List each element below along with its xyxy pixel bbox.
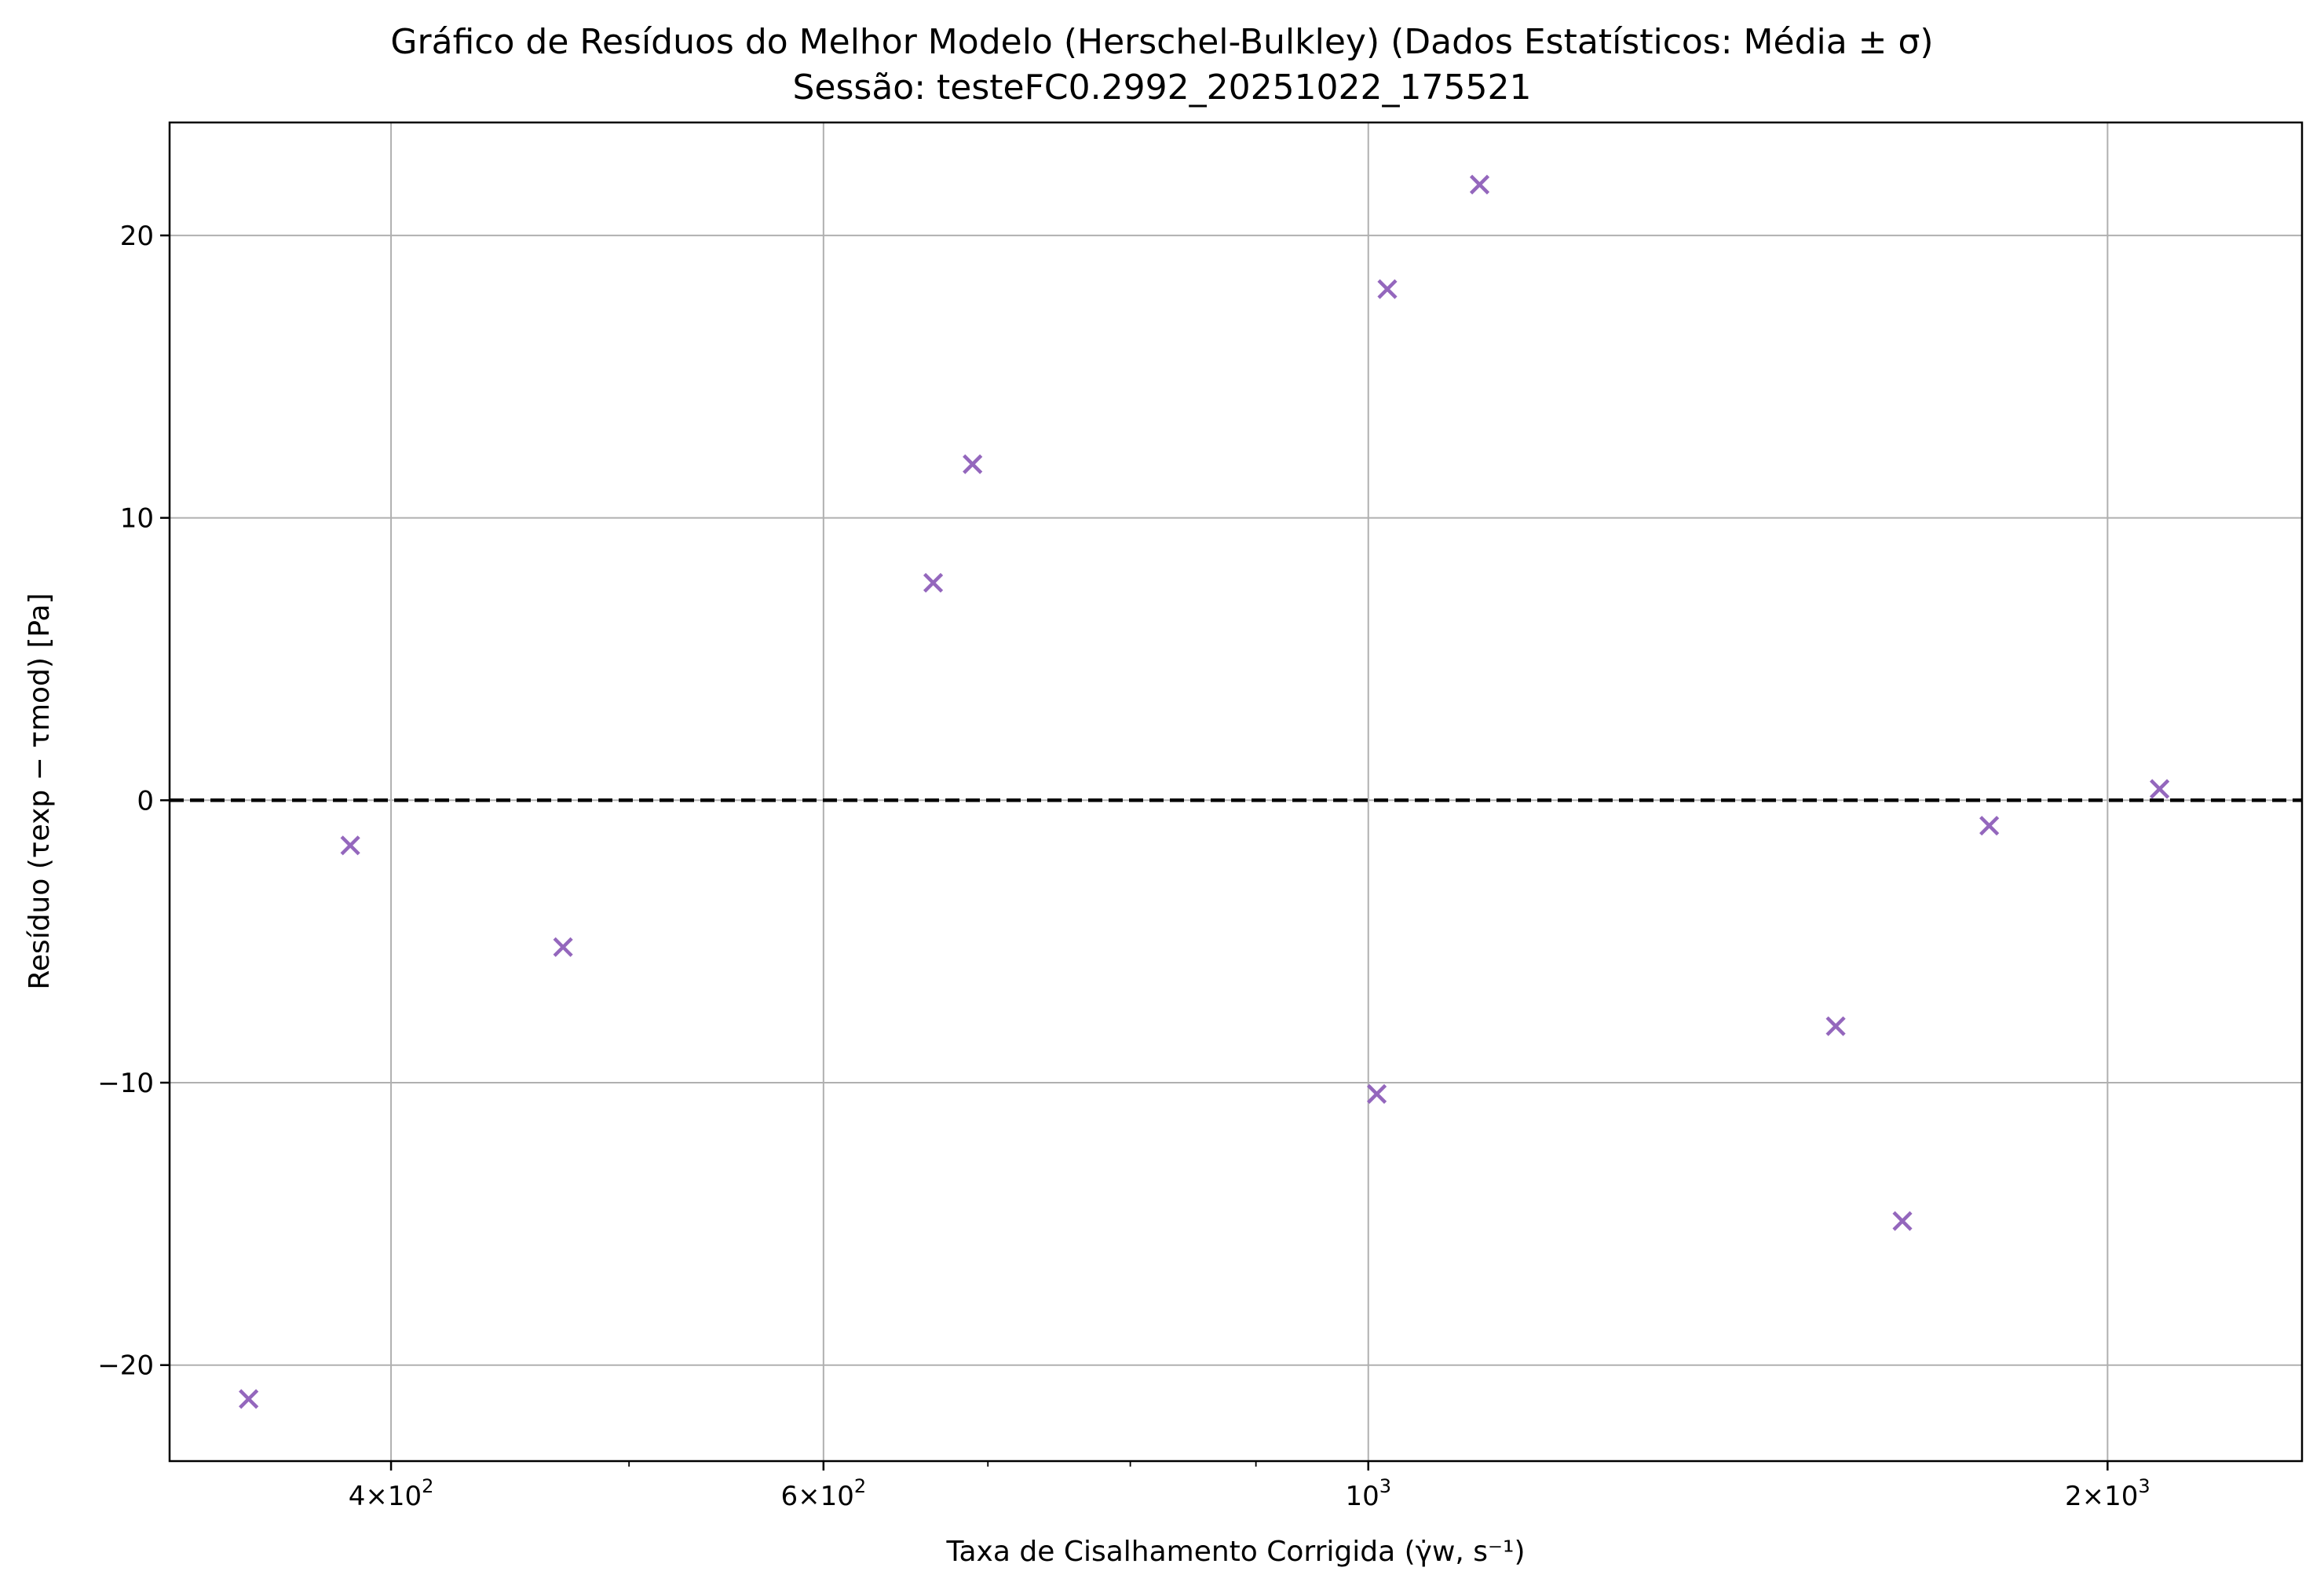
data-point-marker xyxy=(1825,1016,1846,1036)
y-tick-label: 20 xyxy=(120,221,154,252)
data-points xyxy=(239,174,2170,1409)
chart-subtitle: Sessão: testeFC0.2992_20251022_175521 xyxy=(792,68,1531,108)
data-point-marker xyxy=(963,454,983,474)
data-point-marker xyxy=(1979,816,2000,836)
data-point-marker xyxy=(2150,779,2170,799)
data-point-marker xyxy=(340,835,360,856)
y-tick-label: −20 xyxy=(97,1350,154,1382)
data-point-marker xyxy=(1366,1083,1387,1104)
y-tick-label: 10 xyxy=(120,503,154,535)
plot-area-frame xyxy=(168,121,2304,1463)
y-axis-label: Resíduo (τexp − τmod) [Pa] xyxy=(24,593,56,989)
y-tick-label: 0 xyxy=(137,785,154,817)
x-tick-label: 4×102 xyxy=(349,1475,434,1512)
data-point-marker xyxy=(239,1389,259,1409)
x-tick-label: 6×102 xyxy=(781,1475,867,1512)
data-point-marker xyxy=(1377,279,1398,299)
x-axis-label: Taxa de Cisalhamento Corrigida (γ̇w, s⁻¹… xyxy=(945,1536,1525,1568)
data-point-marker xyxy=(1892,1211,1913,1231)
data-point-marker xyxy=(1469,174,1490,195)
y-tick-label: −10 xyxy=(97,1068,154,1099)
data-point-marker xyxy=(553,937,573,957)
x-tick-label: 2×103 xyxy=(2065,1475,2150,1512)
axis-ticks: −20 −10 0 10 20 4×102 6×102 103 2×103 xyxy=(97,221,2150,1512)
chart-title: Gráfico de Resíduos do Melhor Modelo (He… xyxy=(390,22,1933,62)
data-point-marker xyxy=(923,572,944,593)
x-tick-label: 103 xyxy=(1345,1475,1391,1512)
